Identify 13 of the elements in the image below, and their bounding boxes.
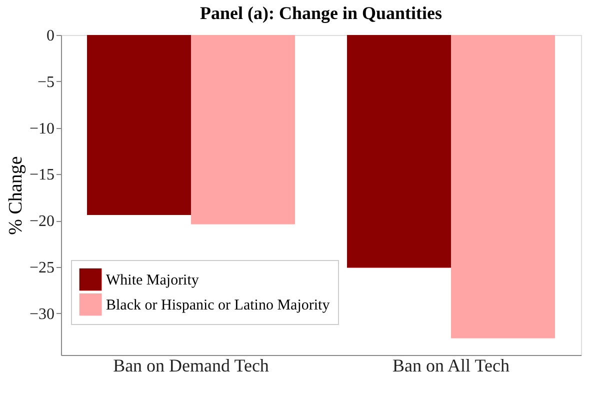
x-tick-label: Ban on Demand Tech [113, 356, 269, 376]
legend-label: Black or Hispanic or Latino Majority [106, 298, 330, 314]
chart-title: Panel (a): Change in Quantities [200, 3, 442, 23]
y-tick-label: −25 [29, 259, 54, 276]
x-tick-label: Ban on All Tech [392, 356, 510, 376]
legend-label: White Majority [106, 272, 200, 288]
y-tick-label: −20 [29, 213, 54, 230]
y-tick-label: −5 [37, 74, 54, 91]
y-tick-label: −15 [29, 166, 54, 184]
y-axis-title: % Change [5, 156, 26, 235]
y-tick-label: −30 [29, 306, 54, 323]
y-tick-label: 0 [46, 28, 54, 44]
y-tick-label: −10 [29, 120, 54, 138]
